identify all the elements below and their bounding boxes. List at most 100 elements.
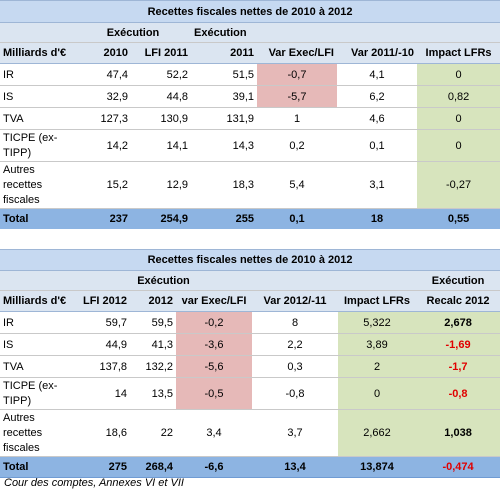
cell: 0,2 (257, 129, 337, 162)
cell: 59,7 (75, 311, 130, 334)
cell: 132,2 (130, 355, 176, 378)
table-row: TVA 137,8 132,2 -5,6 0,3 2 -1,7 (0, 355, 500, 378)
cell: -3,6 (176, 333, 252, 356)
cell: 18 (337, 208, 417, 230)
cell: 14,2 (75, 129, 131, 162)
table-row: TICPE (ex-TIPP) 14 13,5 -0,5 -0,8 0 -0,8 (0, 377, 500, 410)
table-title-row: Recettes fiscales nettes de 2010 à 2012 (0, 249, 500, 271)
row-label: Autres recettes fiscales (0, 409, 75, 457)
cell: 3,89 (338, 333, 416, 356)
cell: 0,3 (252, 355, 338, 378)
column-header: LFI 2011 (131, 42, 191, 64)
cell: 52,2 (131, 63, 191, 86)
column-header: 2010 (75, 42, 131, 64)
cell: 5,4 (257, 161, 337, 209)
cell: 5,322 (338, 311, 416, 334)
cell: 41,3 (130, 333, 176, 356)
cell: 0,82 (417, 85, 500, 108)
cell: 254,9 (131, 208, 191, 230)
cell: -5,7 (257, 85, 337, 108)
cell: 47,4 (75, 63, 131, 86)
table-row: IR 47,4 52,2 51,5 -0,7 4,1 0 (0, 63, 500, 86)
cell: 1,038 (416, 409, 500, 457)
cell: -1,69 (416, 333, 500, 356)
cell: -5,6 (176, 355, 252, 378)
cell: 44,9 (75, 333, 130, 356)
cell: 14,3 (191, 129, 257, 162)
cell: -0,5 (176, 377, 252, 410)
row-label: Total (0, 456, 75, 478)
cell: 44,8 (131, 85, 191, 108)
column-header-row: Milliards d'€ LFI 2012 2012 var Exec/LFI… (0, 290, 500, 312)
column-header: Var 2012/-11 (252, 290, 338, 312)
table-title-row: Recettes fiscales nettes de 2010 à 2012 (0, 0, 500, 23)
cell: -0,474 (416, 456, 500, 478)
column-header: Impact LFRs (338, 290, 416, 312)
cell: -0,2 (176, 311, 252, 334)
column-header: Impact LFRs (417, 42, 500, 64)
cell: 0 (417, 63, 500, 86)
cell: 0 (338, 377, 416, 410)
table-row: Autres recettes fiscales 15,2 12,9 18,3 … (0, 161, 500, 209)
cell: 14 (75, 377, 130, 410)
cell: 0,1 (257, 208, 337, 230)
table-row: IS 44,9 41,3 -3,6 2,2 3,89 -1,69 (0, 333, 500, 356)
cell: 130,9 (131, 107, 191, 130)
cell: -6,6 (176, 456, 252, 478)
cell: 18,6 (75, 409, 130, 457)
row-label: TICPE (ex-TIPP) (0, 129, 75, 162)
cell: 4,1 (337, 63, 417, 86)
cell: 237 (75, 208, 131, 230)
cell: 6,2 (337, 85, 417, 108)
cell: 12,9 (131, 161, 191, 209)
cell: 13,5 (130, 377, 176, 410)
cell: 2,678 (416, 311, 500, 334)
execution-label: Exécution (191, 22, 337, 43)
cell: -0,8 (252, 377, 338, 410)
column-header: 2012 (130, 290, 176, 312)
cell: 0 (417, 129, 500, 162)
cell: 268,4 (130, 456, 176, 478)
row-label: IR (0, 311, 75, 334)
cell: 137,8 (75, 355, 130, 378)
cell: 2,2 (252, 333, 338, 356)
table-row: IS 32,9 44,8 39,1 -5,7 6,2 0,82 (0, 85, 500, 108)
subheader-row: Exécution Exécution (0, 270, 500, 291)
row-label: TVA (0, 355, 75, 378)
table-row: TVA 127,3 130,9 131,9 1 4,6 0 (0, 107, 500, 130)
table-row: Autres recettes fiscales 18,6 22 3,4 3,7… (0, 409, 500, 457)
column-header: Var 2011/-10 (337, 42, 417, 64)
cell: 2 (338, 355, 416, 378)
cell: 0 (417, 107, 500, 130)
cell: 14,1 (131, 129, 191, 162)
column-header: Var Exec/LFI (257, 42, 337, 64)
column-header-row: Milliards d'€ 2010 LFI 2011 2011 Var Exe… (0, 42, 500, 64)
cell: 131,9 (191, 107, 257, 130)
total-row: Total 275 268,4 -6,6 13,4 13,874 -0,474 (0, 456, 500, 478)
cell: 1 (257, 107, 337, 130)
table-title: Recettes fiscales nettes de 2010 à 2012 (0, 249, 500, 271)
cell: 3,7 (252, 409, 338, 457)
subheader-row: Exécution Exécution (0, 22, 500, 43)
table-row: TICPE (ex-TIPP) 14,2 14,1 14,3 0,2 0,1 0 (0, 129, 500, 162)
cell: 2,662 (338, 409, 416, 457)
cell: 22 (130, 409, 176, 457)
revenue-table-2012: Recettes fiscales nettes de 2010 à 2012 … (0, 249, 500, 478)
column-header: Milliards d'€ (0, 290, 75, 312)
cell: 255 (191, 208, 257, 230)
revenue-table-2010-2012: Recettes fiscales nettes de 2010 à 2012 … (0, 0, 500, 230)
cell: 127,3 (75, 107, 131, 130)
cell: 0,55 (417, 208, 500, 230)
cell: 275 (75, 456, 130, 478)
cell: -0,27 (417, 161, 500, 209)
cell: 3,4 (176, 409, 252, 457)
column-header: 2011 (191, 42, 257, 64)
cell: -0,7 (257, 63, 337, 86)
table-title: Recettes fiscales nettes de 2010 à 2012 (0, 0, 500, 23)
row-label: Autres recettes fiscales (0, 161, 75, 209)
column-header: var Exec/LFI (176, 290, 252, 312)
row-label: IS (0, 333, 75, 356)
row-label: Total (0, 208, 75, 230)
cell: 39,1 (191, 85, 257, 108)
column-header: Recalc 2012 (416, 290, 500, 312)
